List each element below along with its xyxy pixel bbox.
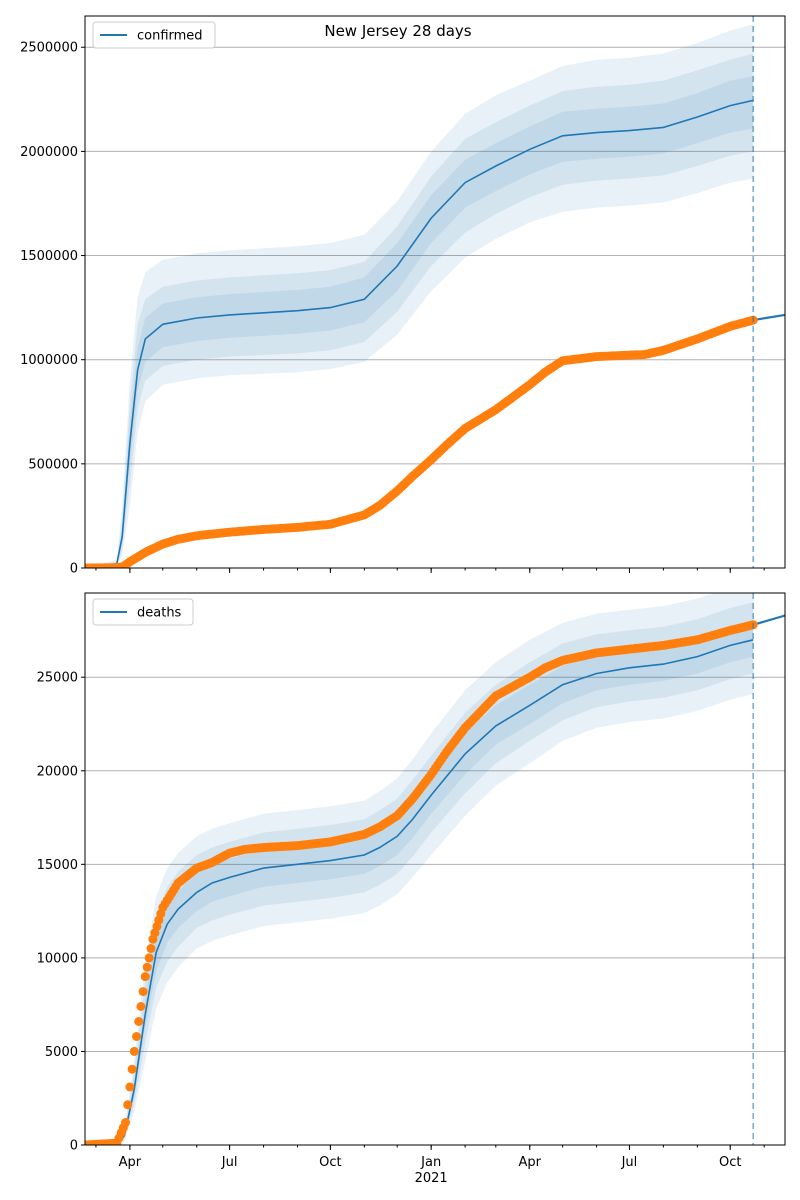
y-tick-label: 15000 — [37, 858, 78, 873]
legend: deaths — [92, 598, 194, 626]
observed-point — [138, 987, 148, 997]
y-tick-label: 0 — [70, 1139, 78, 1154]
observed-point — [144, 953, 154, 963]
x-tick-label: Oct — [319, 1155, 341, 1170]
x-tick-label: Jan — [420, 1155, 441, 1170]
axes-frame — [84, 592, 786, 1146]
legend-box — [92, 598, 194, 626]
observed-point — [121, 1118, 130, 1127]
y-tick-label: 1000000 — [20, 353, 78, 368]
uncertainty-band — [85, 76, 754, 568]
y-tick-label: 0 — [70, 562, 78, 577]
uncertainty-band — [85, 602, 754, 1145]
legend-label: confirmed — [137, 29, 203, 44]
forecast-extension-line — [753, 313, 785, 322]
y-tick-label: 25000 — [37, 671, 78, 686]
uncertainty-band — [85, 593, 754, 1145]
plot-area — [85, 24, 785, 568]
legend: confirmed — [92, 21, 216, 49]
x-year-label: 2021 — [415, 1171, 448, 1186]
legend-label: deaths — [137, 606, 182, 621]
uncertainty-band — [85, 53, 754, 568]
chart-title: New Jersey 28 days — [324, 22, 471, 40]
observed-point — [146, 944, 156, 953]
x-tick-label: Apr — [519, 1155, 542, 1170]
observed-point — [142, 962, 152, 972]
observed-point — [123, 1100, 133, 1110]
y-tick-label: 2500000 — [20, 41, 78, 56]
y-tick-label: 2000000 — [20, 145, 78, 160]
series-line-deaths — [85, 639, 754, 1145]
x-tick-label: Oct — [719, 1155, 741, 1170]
uncertainty-band — [85, 622, 754, 1145]
observed-point — [140, 972, 150, 982]
observed-point — [125, 1082, 135, 1092]
y-tick-label: 10000 — [37, 951, 78, 966]
x-tick-label: Jul — [221, 1155, 238, 1170]
confirmed-panel: 0 500000 1000000 1500000 2000000 2500000 confi… — [20, 15, 786, 577]
plot-area — [85, 593, 785, 1145]
axes-frame — [84, 15, 786, 569]
observed-point — [136, 1002, 146, 1011]
y-tick-label: 20000 — [37, 764, 78, 779]
legend-box — [92, 21, 216, 49]
y-tick-label: 500000 — [28, 457, 78, 472]
forecast-extension-line — [752, 614, 785, 626]
y-tick-label: 5000 — [45, 1045, 78, 1060]
deaths-panel: 0 5000 10000 15000 20000 25000 Apr Jul Oct Jan Apr… — [37, 592, 786, 1186]
observed-point — [132, 1032, 141, 1041]
x-tick-label: Apr — [119, 1155, 142, 1170]
series-line-confirmed — [85, 99, 754, 568]
x-tick-label: Jul — [621, 1155, 638, 1170]
observed-point — [129, 1046, 139, 1056]
observed-point — [127, 1064, 137, 1074]
observed-point — [134, 1017, 144, 1026]
uncertainty-band — [85, 24, 754, 568]
y-tick-label: 1500000 — [20, 249, 78, 264]
